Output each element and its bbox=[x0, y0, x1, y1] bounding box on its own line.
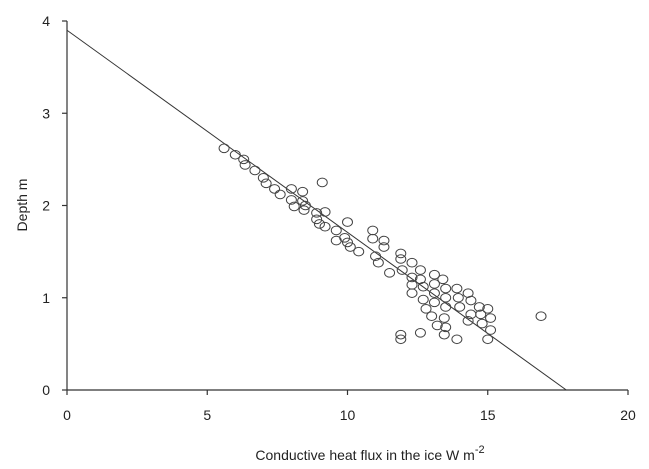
data-point bbox=[451, 334, 463, 345]
data-point bbox=[485, 313, 497, 323]
data-point bbox=[428, 269, 440, 280]
data-point bbox=[406, 257, 418, 268]
y-tick-label: 2 bbox=[42, 198, 50, 214]
data-point bbox=[438, 329, 450, 340]
data-point bbox=[367, 233, 379, 244]
data-point bbox=[437, 274, 449, 285]
data-point bbox=[249, 165, 261, 176]
data-point bbox=[482, 334, 494, 345]
data-point bbox=[342, 217, 353, 227]
x-tick-label: 10 bbox=[340, 407, 356, 423]
data-point bbox=[440, 292, 452, 303]
data-point bbox=[482, 304, 494, 314]
data-point bbox=[367, 225, 379, 236]
data-point bbox=[260, 178, 272, 189]
x-axis-label: Conductive heat flux in the ice W m-2 bbox=[255, 444, 484, 463]
data-point bbox=[452, 292, 464, 303]
data-point bbox=[319, 207, 331, 217]
data-point bbox=[330, 225, 342, 236]
y-tick-label: 0 bbox=[42, 382, 50, 398]
data-point bbox=[316, 177, 328, 188]
data-point bbox=[438, 313, 450, 323]
data-point bbox=[454, 302, 466, 312]
data-point bbox=[384, 268, 396, 278]
data-point bbox=[353, 246, 365, 257]
data-point bbox=[311, 208, 323, 218]
data-point bbox=[414, 328, 426, 338]
data-point bbox=[285, 184, 297, 194]
data-point bbox=[395, 334, 407, 345]
y-axis-label: Depth m bbox=[14, 179, 30, 232]
data-point bbox=[475, 309, 487, 320]
data-point bbox=[257, 173, 269, 183]
data-point bbox=[297, 196, 309, 206]
fit-line bbox=[66, 29, 567, 391]
data-point bbox=[288, 201, 300, 212]
data-point bbox=[342, 237, 353, 248]
data-point bbox=[431, 320, 443, 331]
ticks bbox=[62, 20, 629, 395]
data-point bbox=[297, 186, 309, 197]
data-point bbox=[229, 149, 241, 160]
data-point bbox=[319, 221, 331, 232]
data-point bbox=[451, 283, 463, 294]
data-point bbox=[428, 288, 440, 298]
data-point bbox=[218, 143, 230, 154]
data-point bbox=[406, 288, 418, 298]
data-point bbox=[417, 281, 429, 292]
tick-labels: 0 5 10 15 20 0 1 2 3 4 bbox=[42, 13, 636, 423]
data-point bbox=[473, 302, 485, 312]
x-tick-label: 20 bbox=[620, 407, 636, 423]
x-tick-label: 0 bbox=[63, 407, 71, 423]
axes bbox=[66, 21, 628, 391]
data-point bbox=[299, 200, 311, 211]
fit-layer bbox=[66, 29, 567, 391]
data-point bbox=[372, 257, 384, 268]
data-point bbox=[378, 242, 390, 252]
data-point bbox=[269, 184, 281, 194]
data-point bbox=[420, 304, 432, 314]
data-point bbox=[238, 154, 250, 165]
points-layer bbox=[218, 143, 547, 345]
data-point bbox=[313, 219, 325, 229]
data-point bbox=[465, 295, 477, 306]
data-point bbox=[440, 322, 452, 333]
x-axis-label-main: Conductive heat flux in the ice W m bbox=[255, 447, 474, 463]
data-point bbox=[395, 254, 407, 264]
y-tick-label: 4 bbox=[42, 13, 50, 29]
data-point bbox=[378, 235, 390, 246]
data-point bbox=[440, 302, 452, 312]
x-axis-label-superscript: -2 bbox=[475, 444, 485, 456]
data-point bbox=[311, 214, 323, 225]
data-point bbox=[274, 189, 286, 200]
data-point bbox=[370, 251, 382, 262]
data-point bbox=[417, 294, 429, 305]
data-point bbox=[535, 311, 547, 322]
data-point bbox=[285, 195, 297, 205]
data-point bbox=[395, 329, 407, 340]
data-point bbox=[414, 265, 426, 275]
y-tick-label: 1 bbox=[42, 290, 50, 306]
data-point bbox=[485, 325, 497, 335]
data-point bbox=[298, 205, 310, 215]
data-point bbox=[406, 272, 418, 283]
data-point bbox=[462, 316, 474, 326]
data-point bbox=[339, 232, 351, 243]
data-point bbox=[428, 297, 440, 308]
data-point bbox=[395, 248, 407, 259]
data-point bbox=[396, 265, 408, 275]
data-point bbox=[239, 160, 251, 170]
x-tick-label: 15 bbox=[480, 407, 496, 423]
y-tick-label: 3 bbox=[42, 105, 50, 121]
data-point bbox=[476, 318, 488, 329]
data-point bbox=[428, 279, 440, 289]
data-point bbox=[344, 242, 356, 252]
data-point bbox=[440, 283, 452, 294]
data-point bbox=[426, 311, 438, 322]
x-tick-label: 5 bbox=[203, 407, 211, 423]
